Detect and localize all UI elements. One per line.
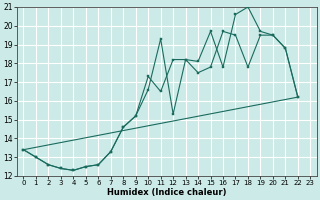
X-axis label: Humidex (Indice chaleur): Humidex (Indice chaleur)	[107, 188, 227, 197]
